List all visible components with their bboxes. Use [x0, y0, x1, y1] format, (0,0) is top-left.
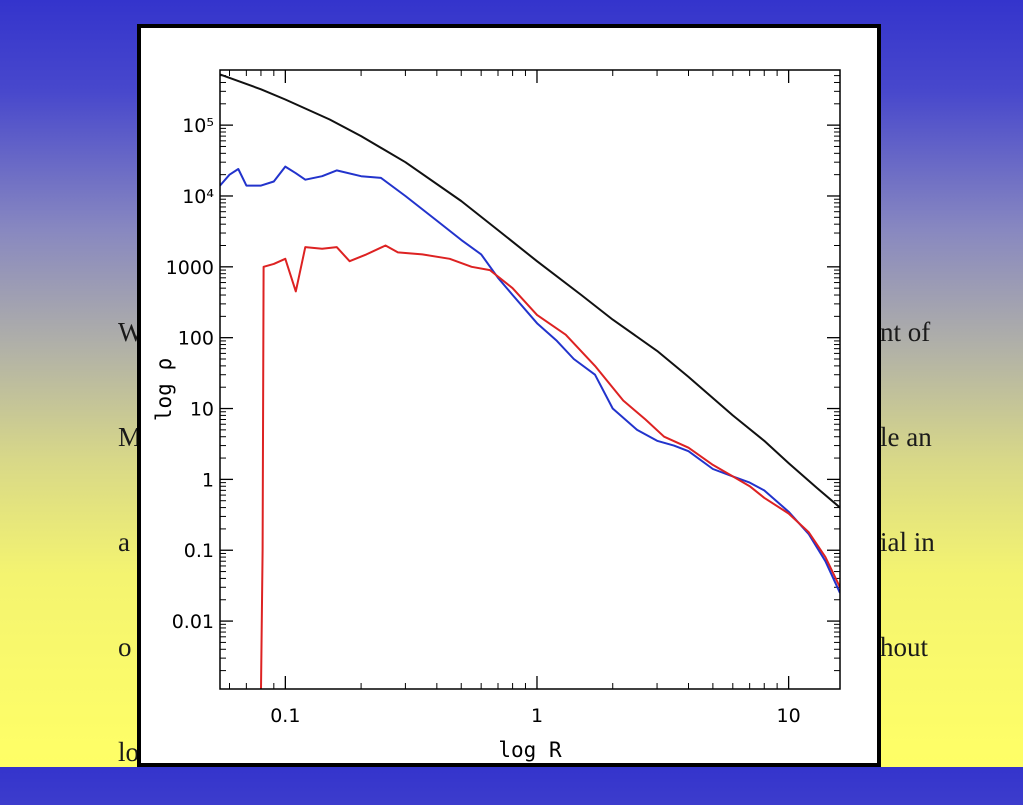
plot-frame: [219, 69, 841, 690]
slide-text-line: nt of: [880, 317, 931, 347]
y-axis-ticks: 10⁵ 10⁴ 1000 100 10 1 0.1 0.01: [166, 115, 840, 633]
y-tick-label: 0.01: [172, 611, 214, 633]
y-tick-label: 1: [202, 469, 214, 491]
x-axis-ticks: 0.1 1 10: [270, 70, 801, 727]
series-layer: [220, 73, 840, 689]
y-tick-label: 0.1: [184, 540, 214, 562]
slide-text-line: a: [118, 527, 130, 557]
slide-text-line: ial in: [880, 527, 935, 557]
x-tick-label: 0.1: [270, 705, 300, 727]
y-tick-label: 10⁵: [182, 115, 214, 137]
x-tick-label: 10: [777, 705, 801, 727]
series-line: [220, 73, 840, 509]
slide-text-line: lo: [118, 737, 140, 767]
x-tick-label: 1: [531, 705, 543, 727]
density-profile-chart: 10⁵ 10⁴ 1000 100 10 1 0.1 0.01 0.1 1 10 log R log…: [152, 69, 841, 762]
y-tick-label: 100: [178, 328, 214, 350]
slide-text-line: [880, 735, 1015, 770]
x-axis-label: log R: [498, 738, 562, 762]
y-tick-label: 10: [190, 399, 214, 421]
series-line: [260, 244, 840, 689]
chart-figure: 10⁵ 10⁴ 1000 100 10 1 0.1 0.01 0.1 1 10 log R log…: [137, 24, 881, 767]
series-line: [220, 165, 840, 594]
slide-text-line: o: [118, 632, 132, 662]
slide-text-line: le an: [880, 422, 932, 452]
y-tick-label: 10⁴: [182, 186, 214, 208]
y-tick-label: 1000: [166, 257, 214, 279]
slide-body-text-right: nt of le an ial in hout: [880, 245, 1015, 805]
slide-text-line: hout: [880, 632, 929, 662]
minor-ticks: [220, 69, 840, 689]
y-axis-label: log ρ: [152, 358, 176, 421]
